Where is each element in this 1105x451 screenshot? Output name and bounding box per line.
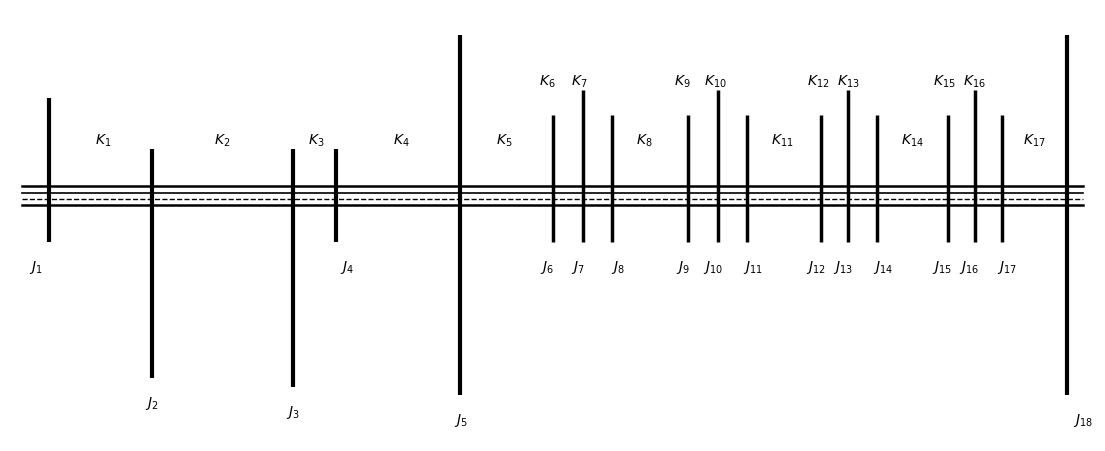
Text: $K_{4}$: $K_{4}$ bbox=[392, 133, 409, 149]
Text: $J_{15}$: $J_{15}$ bbox=[933, 259, 953, 276]
Text: $J_{5}$: $J_{5}$ bbox=[453, 412, 467, 429]
Text: $K_{6}$: $K_{6}$ bbox=[539, 74, 556, 90]
Text: $K_{5}$: $K_{5}$ bbox=[495, 133, 512, 149]
Text: $K_{11}$: $K_{11}$ bbox=[771, 133, 793, 149]
Text: $K_{15}$: $K_{15}$ bbox=[933, 74, 956, 90]
Text: $J_{2}$: $J_{2}$ bbox=[145, 395, 159, 412]
Text: $J_{13}$: $J_{13}$ bbox=[833, 259, 853, 276]
Text: $K_{14}$: $K_{14}$ bbox=[901, 133, 924, 149]
Text: $J_{4}$: $J_{4}$ bbox=[339, 259, 354, 276]
Text: $J_{3}$: $J_{3}$ bbox=[286, 404, 299, 420]
Text: $J_{12}$: $J_{12}$ bbox=[806, 259, 825, 276]
Text: $K_{17}$: $K_{17}$ bbox=[1023, 133, 1045, 149]
Text: $K_{2}$: $K_{2}$ bbox=[214, 133, 230, 149]
Text: $J_{17}$: $J_{17}$ bbox=[998, 259, 1018, 276]
Text: $J_{1}$: $J_{1}$ bbox=[29, 259, 43, 276]
Text: $J_{7}$: $J_{7}$ bbox=[570, 259, 585, 276]
Text: $K_{8}$: $K_{8}$ bbox=[636, 133, 653, 149]
Text: $J_{18}$: $J_{18}$ bbox=[1073, 412, 1093, 429]
Text: $K_{7}$: $K_{7}$ bbox=[571, 74, 588, 90]
Text: $J_{11}$: $J_{11}$ bbox=[743, 259, 762, 276]
Text: $K_{16}$: $K_{16}$ bbox=[964, 74, 987, 90]
Text: $K_{1}$: $K_{1}$ bbox=[95, 133, 112, 149]
Text: $J_{9}$: $J_{9}$ bbox=[675, 259, 690, 276]
Text: $J_{6}$: $J_{6}$ bbox=[540, 259, 554, 276]
Text: $K_{9}$: $K_{9}$ bbox=[674, 74, 691, 90]
Text: $J_{14}$: $J_{14}$ bbox=[873, 259, 893, 276]
Text: $J_{10}$: $J_{10}$ bbox=[703, 259, 723, 276]
Text: $J_{8}$: $J_{8}$ bbox=[611, 259, 624, 276]
Text: $K_{10}$: $K_{10}$ bbox=[704, 74, 726, 90]
Text: $K_{12}$: $K_{12}$ bbox=[807, 74, 829, 90]
Text: $J_{16}$: $J_{16}$ bbox=[959, 259, 979, 276]
Text: $K_{3}$: $K_{3}$ bbox=[308, 133, 325, 149]
Text: $K_{13}$: $K_{13}$ bbox=[836, 74, 860, 90]
